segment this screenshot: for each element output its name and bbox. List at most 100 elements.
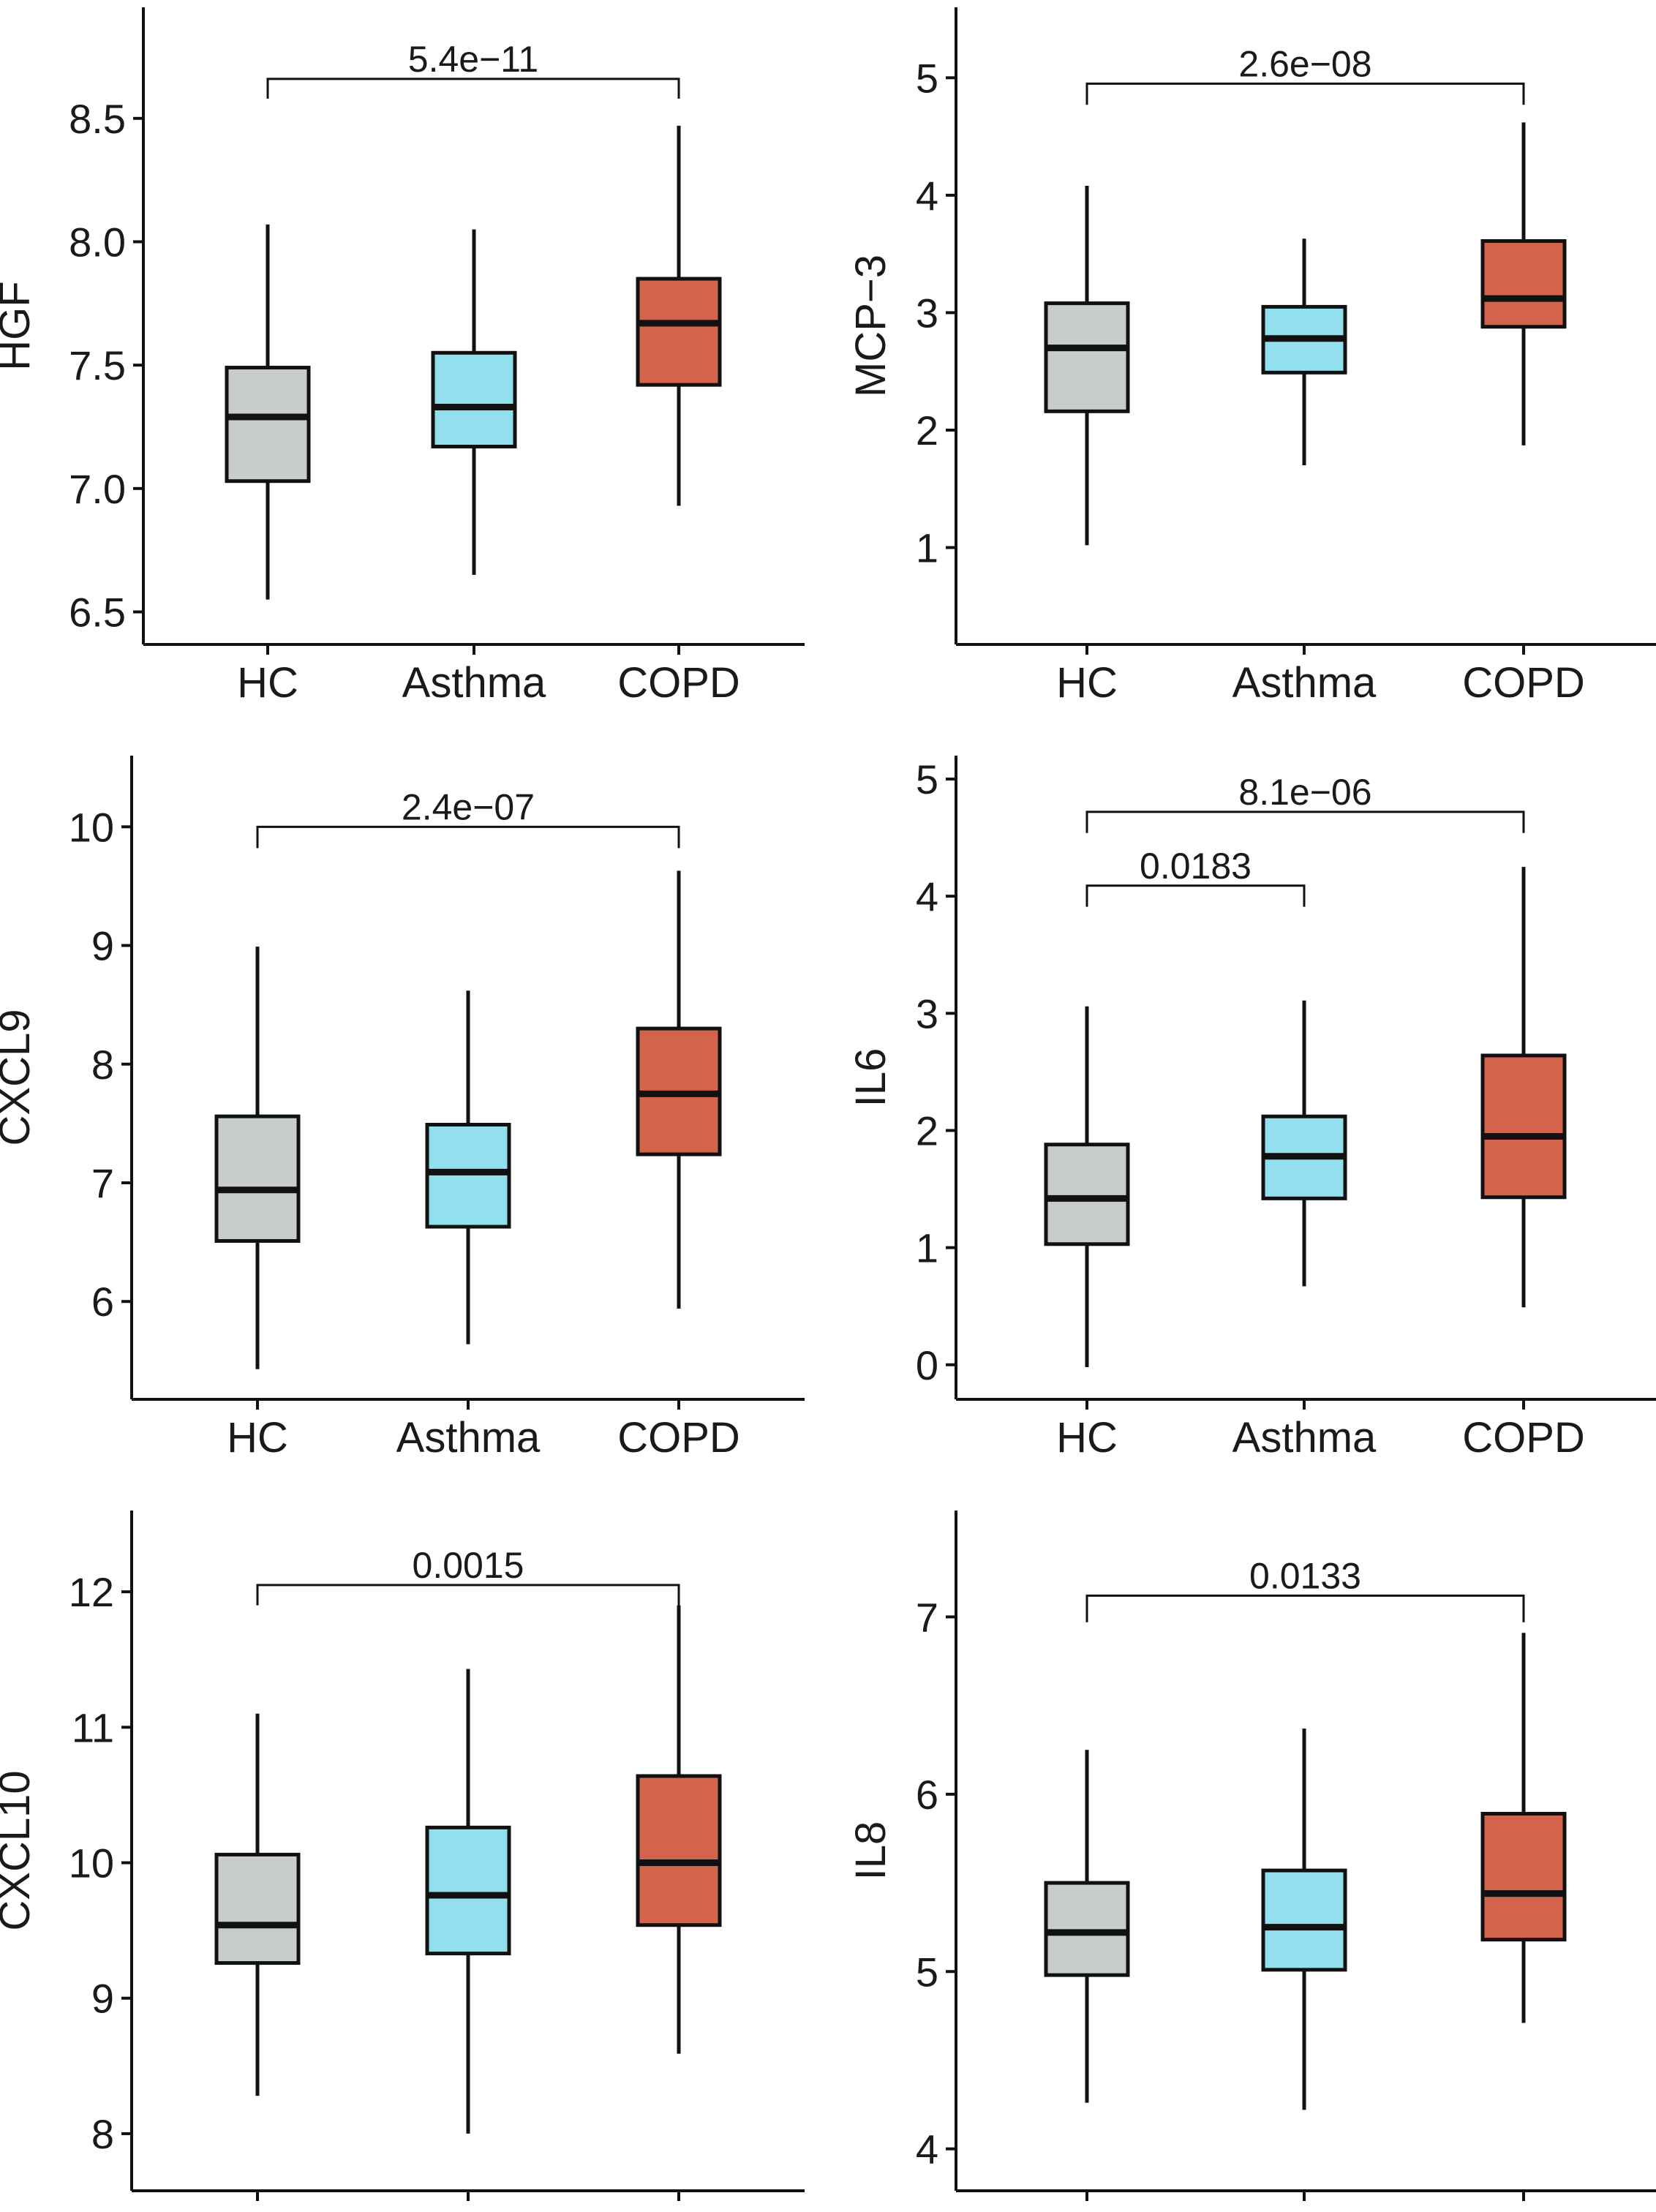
box-copd [636,870,722,1309]
y-tick-label: 6 [916,1772,938,1818]
x-tick-label-hc: HC [227,2205,288,2212]
iqr-box [1480,1812,1567,1942]
significance-bracket: 0.0015 [256,1545,680,1606]
y-axis-label: MCP−3 [847,255,895,397]
y-tick-label: 4 [916,2126,938,2172]
y-tick-label: 11 [72,1704,114,1750]
x-tick-label-asthma: Asthma [1232,2205,1377,2212]
panel-mcp-3: 1 2 3 4 5 MCP−3 HC Asthma COPD 2.6e−08 [847,7,1656,707]
box-copd [1480,867,1567,1308]
iqr-box [214,1114,301,1243]
x-tick-label-hc: HC [1056,659,1118,707]
y-tick-label: 5 [916,55,938,101]
iqr-box [214,1852,301,1965]
y-tick-label: 7.5 [69,342,126,388]
panel-cxcl9: 6 7 8 9 10 CXCL9 HC Asthma COPD 2.4e−07 [0,756,805,1462]
y-tick-label: 5 [916,756,938,802]
y-tick-label: 5 [916,1949,938,1995]
box-hc [214,947,301,1369]
x-tick-label-copd: COPD [1462,2205,1585,2212]
significance-bracket: 0.0183 [1085,846,1306,907]
iqr-box [225,366,311,484]
y-tick-label: 2 [916,1107,938,1154]
x-tick-label-asthma: Asthma [402,659,546,707]
box-asthma [1261,238,1347,466]
y-tick-label: 0 [916,1342,938,1388]
x-tick-label-asthma: Asthma [396,2205,541,2212]
y-tick-label: 7 [916,1594,938,1640]
y-axis-label: HGF [0,281,39,370]
y-tick-label: 8 [91,1042,114,1088]
significance-bracket: 5.4e−11 [266,39,680,99]
box-copd [1480,1633,1567,2023]
y-axis-label: IL8 [847,1821,895,1881]
iqr-box [1480,239,1567,329]
box-hc [225,224,311,600]
bracket-line [1085,884,1306,907]
x-tick-label-hc: HC [227,1414,288,1462]
bracket-line [1085,82,1525,105]
iqr-box [431,350,517,448]
y-tick-label: 6 [91,1279,114,1325]
y-tick-label: 6.5 [69,590,126,636]
iqr-box [636,276,722,387]
bracket-line [1085,810,1525,833]
x-tick-label-hc: HC [237,659,298,707]
p-value-label: 0.0015 [413,1545,524,1586]
y-tick-label: 3 [916,290,938,336]
iqr-box [425,1825,511,1956]
iqr-box [1480,1053,1567,1200]
bracket-line [256,1584,680,1606]
box-asthma [431,229,517,575]
significance-bracket: 2.4e−07 [256,786,680,849]
x-tick-label-asthma: Asthma [1232,1414,1377,1462]
box-copd [636,1605,722,2054]
y-tick-label: 3 [916,990,938,1037]
y-tick-label: 7.0 [69,466,126,512]
p-value-label: 8.1e−06 [1238,772,1371,813]
p-value-label: 5.4e−11 [408,39,538,80]
y-axis-label: IL6 [847,1048,895,1107]
x-tick-label-hc: HC [1056,1414,1118,1462]
y-tick-label: 8 [91,2111,114,2157]
box-asthma [1261,1728,1347,2110]
x-tick-label-copd: COPD [617,1414,740,1462]
panel-il8: 4 5 6 7 IL8 HC Asthma COPD 0.0133 [847,1511,1656,2212]
bracket-line [1085,1594,1525,1622]
x-tick-label-copd: COPD [617,659,740,707]
significance-bracket: 8.1e−06 [1085,772,1525,833]
p-value-label: 0.0183 [1140,846,1252,887]
iqr-box [1044,1881,1130,1977]
x-tick-label-copd: COPD [617,2205,740,2212]
y-tick-label: 9 [91,923,114,969]
box-copd [636,125,722,506]
y-tick-label: 1 [916,525,938,571]
bracket-line [266,78,680,99]
y-tick-label: 9 [91,1976,114,2022]
x-tick-label-copd: COPD [1462,1414,1585,1462]
y-tick-label: 1 [916,1225,938,1271]
y-tick-label: 10 [69,1840,114,1886]
iqr-box [425,1123,511,1229]
y-axis-label: CXCL10 [0,1770,39,1930]
y-tick-label: 4 [916,873,938,919]
box-hc [1044,1006,1130,1367]
y-tick-label: 10 [69,804,114,850]
significance-bracket: 2.6e−08 [1085,43,1525,105]
y-tick-label: 8.5 [69,96,126,142]
iqr-box [636,1774,722,1927]
iqr-box [1044,301,1130,413]
x-tick-label-asthma: Asthma [396,1414,541,1462]
y-axis-label: CXCL9 [0,1009,39,1146]
iqr-box [1261,1868,1347,1972]
box-asthma [425,1669,511,2134]
box-hc [1044,1750,1130,2103]
y-tick-label: 8.0 [69,219,126,265]
panel-cxcl10: 8 9 10 11 12 CXCL10 HC Asthma COPD 0.0015 [0,1511,805,2212]
x-tick-label-copd: COPD [1462,659,1585,707]
box-asthma [425,990,511,1344]
bracket-line [256,825,680,849]
y-tick-label: 12 [69,1569,114,1615]
p-value-label: 0.0133 [1249,1555,1361,1596]
